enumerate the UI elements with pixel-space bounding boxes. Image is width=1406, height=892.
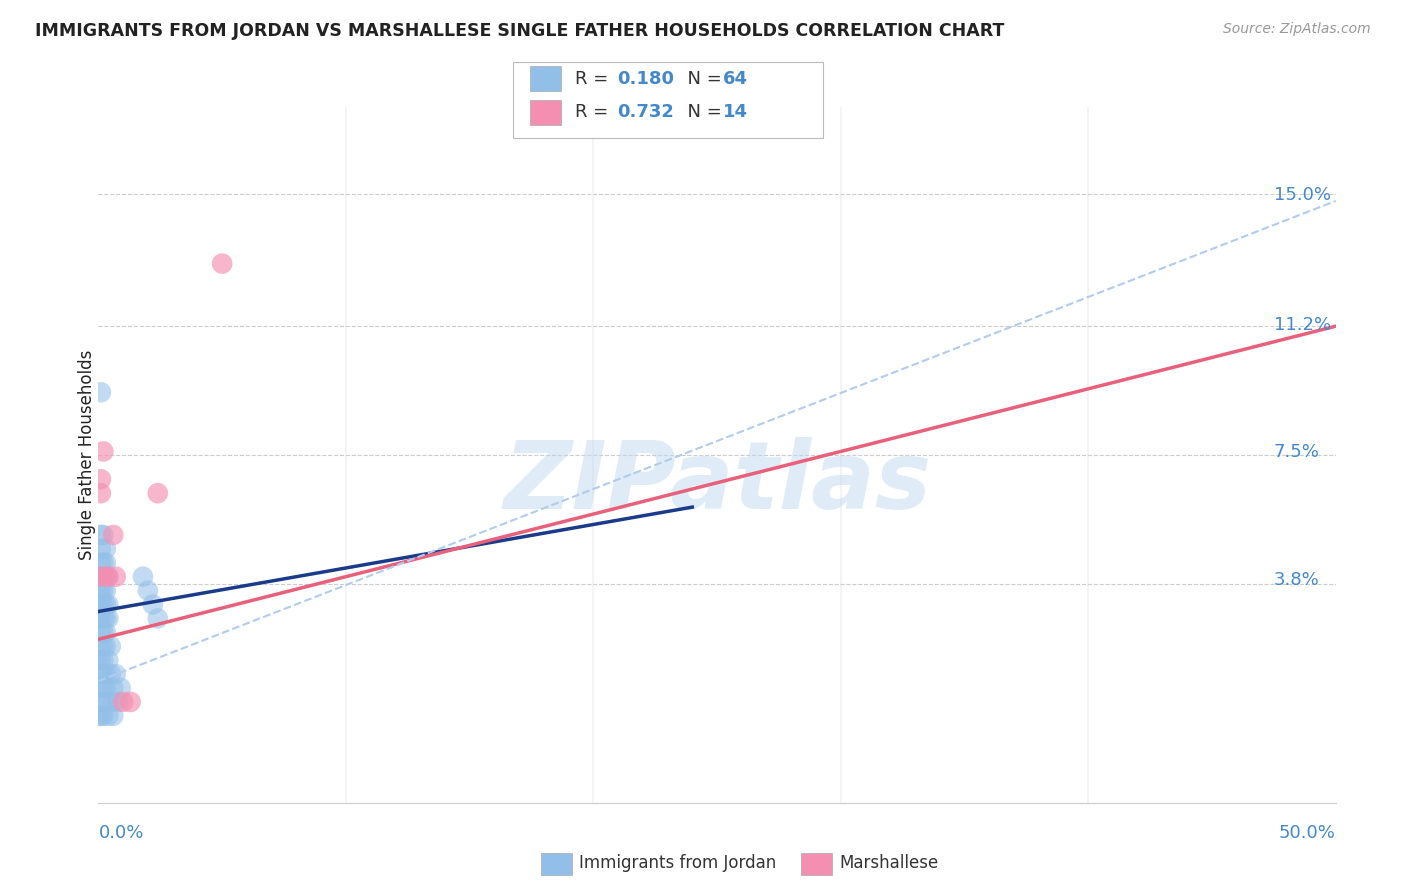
Point [169, 646, 191, 660]
Point [167, 605, 190, 619]
Point [172, 564, 194, 578]
Point [176, 660, 198, 674]
Point [169, 577, 191, 591]
Point [169, 701, 191, 715]
Point [173, 605, 195, 619]
Point [177, 701, 200, 715]
Point [169, 591, 191, 606]
Point [172, 564, 194, 578]
Point [165, 646, 187, 660]
Point [180, 564, 202, 578]
Point [173, 591, 195, 606]
Point [169, 440, 191, 454]
Point [217, 605, 239, 619]
Text: IMMIGRANTS FROM JORDAN VS MARSHALLESE SINGLE FATHER HOUSEHOLDS CORRELATION CHART: IMMIGRANTS FROM JORDAN VS MARSHALLESE SI… [35, 22, 1004, 40]
Point [167, 523, 190, 537]
Point [173, 564, 195, 578]
Point [167, 618, 190, 632]
Point [169, 660, 191, 674]
Point [167, 660, 190, 674]
Point [167, 591, 190, 606]
Point [173, 646, 195, 660]
Point [169, 523, 191, 537]
Point [167, 577, 190, 591]
Point [169, 605, 191, 619]
Point [167, 673, 190, 688]
Point [172, 632, 194, 647]
Point [172, 577, 194, 591]
Text: R =: R = [575, 70, 614, 87]
Point [167, 646, 190, 660]
Point [165, 564, 187, 578]
Point [274, 254, 297, 268]
Text: 14: 14 [723, 103, 748, 121]
Point [172, 618, 194, 632]
Point [165, 701, 187, 715]
Point [167, 701, 190, 715]
Point [165, 591, 187, 606]
Point [177, 673, 200, 688]
Point [173, 687, 195, 701]
Text: 64: 64 [723, 70, 748, 87]
Point [212, 591, 235, 606]
Point [167, 632, 190, 647]
Point [173, 701, 195, 715]
Point [217, 481, 239, 495]
Point [193, 687, 215, 701]
Point [169, 618, 191, 632]
Point [167, 382, 190, 396]
Point [165, 577, 187, 591]
Point [169, 673, 191, 688]
Point [165, 605, 187, 619]
Point [181, 687, 204, 701]
Text: R =: R = [575, 103, 614, 121]
Point [169, 632, 191, 647]
Point [172, 605, 194, 619]
Text: Marshallese: Marshallese [839, 855, 939, 872]
Point [167, 481, 190, 495]
Point [186, 687, 209, 701]
Text: Source: ZipAtlas.com: Source: ZipAtlas.com [1223, 22, 1371, 37]
Point [173, 564, 195, 578]
Point [184, 673, 207, 688]
Point [169, 564, 191, 578]
Point [180, 660, 202, 674]
Point [176, 632, 198, 647]
Point [172, 549, 194, 564]
Text: N =: N = [676, 70, 728, 87]
Text: Immigrants from Jordan: Immigrants from Jordan [579, 855, 776, 872]
Point [167, 467, 190, 482]
Point [167, 564, 190, 578]
Text: 50.0%: 50.0% [1209, 814, 1265, 832]
Point [167, 549, 190, 564]
Point [172, 660, 194, 674]
Point [165, 564, 187, 578]
Point [169, 549, 191, 564]
Point [167, 536, 190, 550]
Point [172, 536, 194, 550]
Point [204, 564, 226, 578]
Point [208, 577, 231, 591]
Point [177, 687, 200, 701]
Point [169, 687, 191, 701]
Point [172, 591, 194, 606]
Text: ZIPatlas: ZIPatlas [506, 432, 935, 524]
Y-axis label: Single Father Households: Single Father Households [79, 345, 96, 556]
Text: 0.180: 0.180 [617, 70, 675, 87]
Point [177, 523, 200, 537]
Text: N =: N = [676, 103, 728, 121]
Point [172, 673, 194, 688]
Point [167, 687, 190, 701]
Text: 0.732: 0.732 [617, 103, 673, 121]
Text: 0.0%: 0.0% [176, 814, 221, 832]
